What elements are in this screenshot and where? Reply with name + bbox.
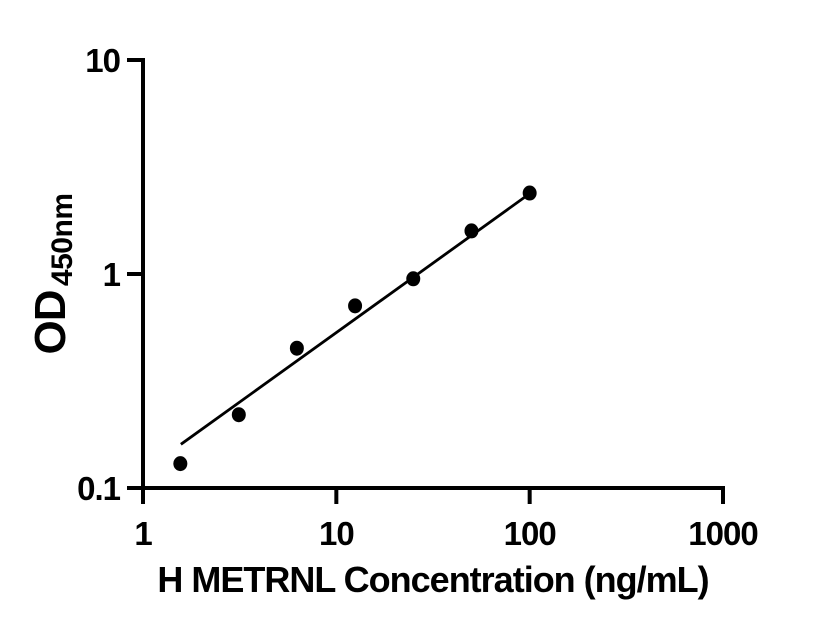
data-point: [464, 223, 479, 239]
x-tick-label: 100: [504, 515, 556, 552]
x-tick-label: 1000: [688, 515, 757, 552]
data-point: [289, 340, 304, 356]
x-tick-label: 10: [319, 515, 354, 552]
data-point: [173, 456, 188, 472]
x-tick-label: 1: [134, 515, 152, 552]
y-tick-label: 1: [103, 256, 121, 293]
data-point: [406, 271, 421, 287]
data-point: [231, 407, 246, 423]
data-point: [522, 185, 537, 201]
y-axis-title-main: OD: [26, 291, 75, 355]
y-tick-label: 10: [85, 42, 120, 79]
y-tick-label: 0.1: [77, 470, 121, 507]
y-axis-title-subscript: 450nm: [46, 193, 79, 286]
data-point: [348, 298, 363, 314]
y-axis-title: OD 450nm: [26, 193, 79, 354]
axis-frame: [127, 58, 725, 504]
x-axis-title: H METRNL Concentration (ng/mL): [157, 559, 708, 600]
